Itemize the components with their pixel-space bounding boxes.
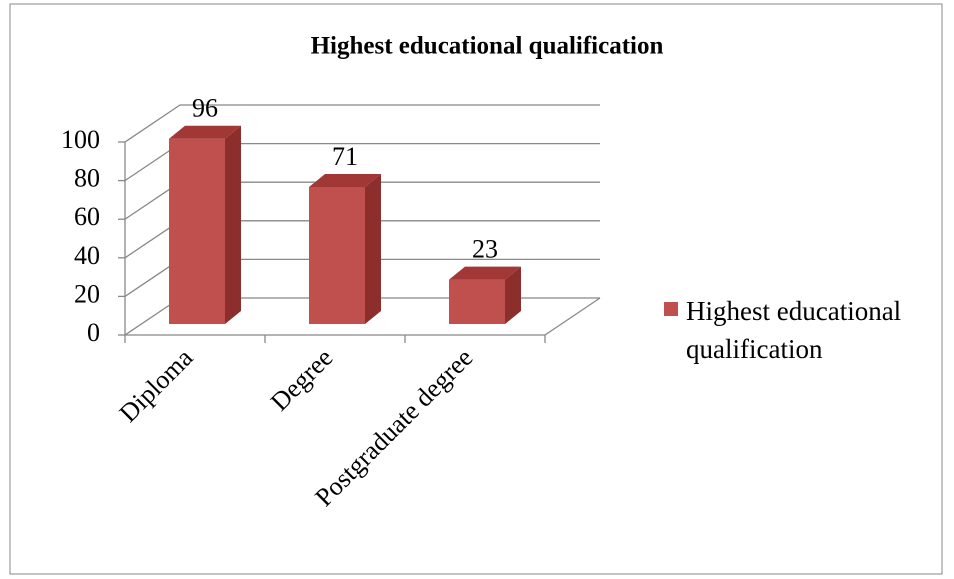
y-tick-label: 0 bbox=[87, 318, 100, 347]
bar-side bbox=[505, 266, 521, 324]
bar bbox=[449, 279, 505, 324]
y-tick-label: 40 bbox=[74, 241, 100, 270]
y-tick-label: 100 bbox=[61, 125, 100, 154]
y-tick-label: 60 bbox=[74, 202, 100, 231]
bar-side bbox=[365, 173, 381, 324]
chart-title: Highest educational qualification bbox=[311, 33, 664, 60]
bar-top bbox=[309, 173, 381, 187]
bar-top bbox=[449, 266, 521, 280]
value-label: 23 bbox=[472, 235, 498, 264]
legend-swatch bbox=[664, 302, 678, 316]
bar-top bbox=[169, 125, 241, 139]
value-label: 71 bbox=[332, 142, 358, 171]
y-tick-label: 80 bbox=[74, 164, 100, 193]
y-tick-label: 20 bbox=[74, 279, 100, 308]
legend-label: Highest educational qualification bbox=[686, 296, 902, 364]
bar bbox=[309, 186, 365, 324]
bar bbox=[169, 138, 225, 324]
value-label: 96 bbox=[192, 94, 218, 123]
bar-side bbox=[225, 125, 241, 324]
grid-line bbox=[124, 104, 600, 143]
